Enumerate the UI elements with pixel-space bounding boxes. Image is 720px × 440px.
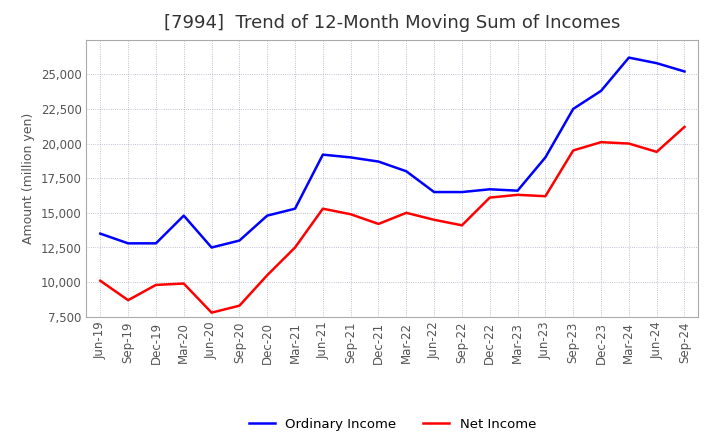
Ordinary Income xyxy=(263,213,271,218)
Ordinary Income xyxy=(680,69,689,74)
Ordinary Income xyxy=(235,238,243,243)
Ordinary Income xyxy=(402,169,410,174)
Net Income xyxy=(152,282,161,288)
Net Income xyxy=(402,210,410,216)
Net Income xyxy=(652,149,661,154)
Ordinary Income xyxy=(152,241,161,246)
Ordinary Income xyxy=(291,206,300,211)
Net Income xyxy=(569,148,577,153)
Ordinary Income xyxy=(569,106,577,111)
Net Income xyxy=(235,303,243,308)
Line: Net Income: Net Income xyxy=(100,127,685,313)
Net Income xyxy=(124,297,132,303)
Ordinary Income xyxy=(458,189,467,194)
Net Income xyxy=(430,217,438,222)
Net Income xyxy=(96,278,104,283)
Ordinary Income xyxy=(541,155,550,160)
Net Income xyxy=(374,221,383,227)
Net Income xyxy=(207,310,216,315)
Ordinary Income xyxy=(374,159,383,164)
Ordinary Income xyxy=(207,245,216,250)
Ordinary Income xyxy=(179,213,188,218)
Legend: Ordinary Income, Net Income: Ordinary Income, Net Income xyxy=(243,412,541,436)
Ordinary Income xyxy=(318,152,327,157)
Ordinary Income xyxy=(430,189,438,194)
Ordinary Income xyxy=(624,55,633,60)
Ordinary Income xyxy=(124,241,132,246)
Ordinary Income xyxy=(346,155,355,160)
Line: Ordinary Income: Ordinary Income xyxy=(100,58,685,247)
Net Income xyxy=(680,124,689,129)
Net Income xyxy=(318,206,327,211)
Ordinary Income xyxy=(96,231,104,236)
Net Income xyxy=(624,141,633,146)
Ordinary Income xyxy=(652,61,661,66)
Net Income xyxy=(179,281,188,286)
Y-axis label: Amount (million yen): Amount (million yen) xyxy=(22,113,35,244)
Net Income xyxy=(458,223,467,228)
Net Income xyxy=(541,194,550,199)
Ordinary Income xyxy=(485,187,494,192)
Net Income xyxy=(263,272,271,278)
Title: [7994]  Trend of 12-Month Moving Sum of Incomes: [7994] Trend of 12-Month Moving Sum of I… xyxy=(164,15,621,33)
Net Income xyxy=(513,192,522,198)
Net Income xyxy=(485,195,494,200)
Net Income xyxy=(291,245,300,250)
Net Income xyxy=(597,139,606,145)
Ordinary Income xyxy=(597,88,606,94)
Ordinary Income xyxy=(513,188,522,193)
Net Income xyxy=(346,212,355,217)
